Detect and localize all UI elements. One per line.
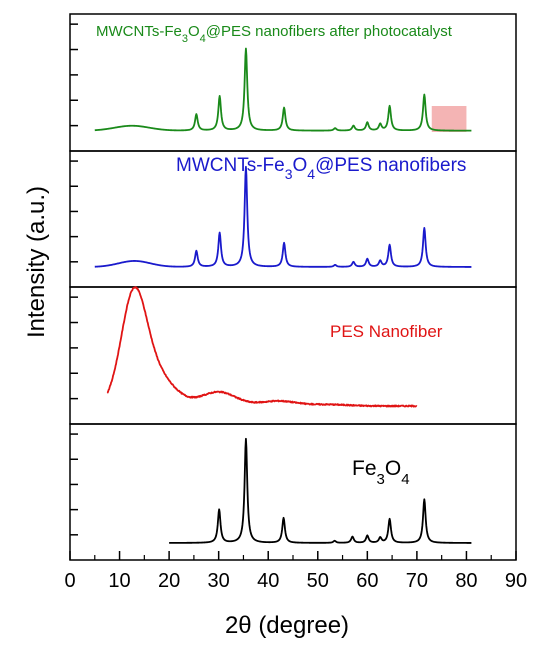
- x-tick-label: 30: [208, 570, 230, 592]
- x-tick-label: 70: [406, 570, 428, 592]
- panels-layer: MWCNTs-Fe3O4@PES nanofibers after photoc…: [69, 13, 517, 561]
- x-axis-ticks: 0 10 20 30 40 50 60 70 80 90: [64, 551, 527, 592]
- panel-1: MWCNTs-Fe3O4@PES nanofibers: [69, 150, 517, 288]
- series-line: [94, 47, 472, 132]
- x-axis-title: 2θ (degree): [225, 612, 349, 639]
- x-tick-label: 90: [505, 570, 527, 592]
- x-tick-label: 10: [108, 570, 130, 592]
- series-line: [94, 165, 472, 268]
- x-tick-label: 40: [257, 570, 279, 592]
- series-line: [168, 437, 472, 544]
- x-tick-label: 60: [356, 570, 378, 592]
- x-tick-label: 80: [455, 570, 477, 592]
- series-label: PES Nanofiber: [330, 322, 443, 341]
- x-tick-label: 50: [307, 570, 329, 592]
- panel-0: MWCNTs-Fe3O4@PES nanofibers after photoc…: [69, 13, 517, 152]
- y-axis-title: Intensity (a.u.): [23, 186, 50, 338]
- panel-2: PES Nanofiber: [69, 286, 517, 425]
- highlight-box: [431, 106, 467, 132]
- series-label: MWCNTs-Fe3O4@PES nanofibers: [176, 155, 466, 182]
- series-label: MWCNTs-Fe3O4@PES nanofibers after photoc…: [96, 23, 453, 45]
- x-tick-label: 0: [64, 570, 75, 592]
- panel-3: Fe3O4: [69, 423, 517, 561]
- series-line: [106, 286, 418, 408]
- x-tick-label: 20: [158, 570, 180, 592]
- panel-frame: [69, 423, 517, 561]
- series-label: Fe3O4: [352, 457, 410, 488]
